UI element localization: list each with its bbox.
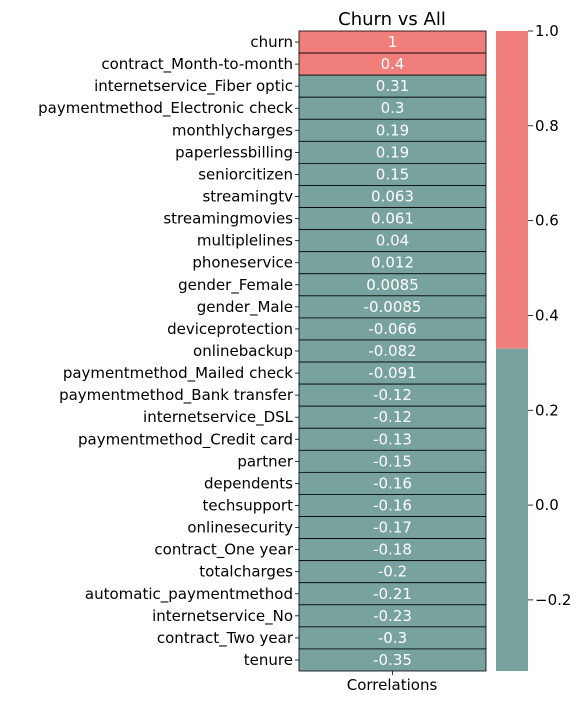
- cell-value-label: -0.17: [373, 519, 412, 537]
- colorbar-tick-label: −0.2: [535, 591, 571, 609]
- cell-value-label: -0.13: [373, 430, 412, 448]
- colorbar-tick-label: 0.0: [535, 496, 559, 514]
- colorbar-tick-label: 0.6: [535, 212, 559, 230]
- cell-value-label: 0.063: [371, 188, 414, 206]
- cell-value-label: -0.21: [373, 585, 412, 603]
- cell-value-label: -0.091: [368, 364, 416, 382]
- cell-value-label: -0.23: [373, 607, 412, 625]
- row-label: paymentmethod_Credit card: [78, 430, 293, 449]
- row-label: monthlycharges: [172, 121, 293, 139]
- colorbar-tick-label: 1.0: [535, 22, 559, 40]
- cell-value-label: 0.4: [381, 55, 405, 73]
- cell-value-label: 1: [388, 33, 398, 51]
- row-label: streamingmovies: [163, 210, 293, 228]
- cell-value-label: -0.12: [373, 386, 412, 404]
- cell-value-label: 0.15: [376, 165, 409, 183]
- cell-value-label: -0.16: [373, 474, 412, 492]
- row-label: onlinebackup: [193, 342, 293, 360]
- cell-value-label: 0.19: [376, 121, 409, 139]
- cell-value-label: -0.16: [373, 496, 412, 514]
- row-label: gender_Male: [197, 298, 293, 317]
- colorbar-upper-band: [496, 31, 528, 349]
- cell-value-label: 0.19: [376, 143, 409, 161]
- chart-title: Churn vs All: [338, 9, 446, 30]
- cell-value-label: -0.12: [373, 408, 412, 426]
- cell-value-label: -0.0085: [364, 298, 422, 316]
- cell-value-label: -0.066: [368, 320, 416, 338]
- x-tick-label: Correlations: [347, 676, 438, 694]
- cell-value-label: -0.2: [378, 563, 407, 581]
- colorbar: −0.2 0.0 0.2 0.4 0.6 0.8 1.0: [496, 22, 571, 671]
- row-label: contract_One year: [154, 541, 293, 560]
- row-label: totalcharges: [199, 563, 293, 581]
- row-label: paperlessbilling: [175, 143, 293, 161]
- cell-value-label: 0.0085: [366, 276, 419, 294]
- row-label: partner: [237, 452, 293, 470]
- cell-value-label: -0.35: [373, 651, 412, 669]
- row-label: techsupport: [203, 496, 294, 514]
- row-label: paymentmethod_Mailed check: [63, 364, 293, 383]
- row-label: paymentmethod_Bank transfer: [59, 386, 294, 405]
- row-labels: churn contract_Month-to-month internetserv…: [38, 33, 299, 669]
- cell-value-label: -0.082: [368, 342, 416, 360]
- row-label: streamingtv: [202, 188, 293, 206]
- row-label: multiplelines: [197, 232, 293, 250]
- cell-value-label: 0.31: [376, 77, 409, 95]
- colorbar-tick-label: 0.8: [535, 117, 559, 135]
- row-label: onlinesecurity: [187, 519, 293, 537]
- colorbar-tick-label: 0.4: [535, 306, 559, 324]
- cell-value-label: 0.012: [371, 254, 414, 272]
- row-label: deviceprotection: [167, 320, 293, 338]
- colorbar-lower-band: [496, 348, 528, 671]
- row-label: seniorcitizen: [198, 165, 293, 183]
- cell-value-label: 0.3: [381, 99, 405, 117]
- row-label: contract_Month-to-month: [101, 55, 293, 74]
- row-label: internetservice_No: [152, 607, 293, 626]
- colorbar-tick-label: 0.2: [535, 401, 559, 419]
- cell-value-label: -0.15: [373, 452, 412, 470]
- row-label: internetservice_DSL: [143, 408, 294, 427]
- cell-value-label: -0.18: [373, 541, 412, 559]
- row-label: gender_Female: [178, 276, 293, 295]
- row-label: tenure: [244, 651, 293, 669]
- row-label: contract_Two year: [157, 629, 294, 648]
- row-label: paymentmethod_Electronic check: [38, 99, 293, 118]
- cell-value-label: 0.061: [371, 210, 414, 228]
- row-label: phoneservice: [192, 254, 293, 272]
- cell-value-label: 0.04: [376, 232, 409, 250]
- row-label: churn: [250, 33, 293, 51]
- cell-annotations: 1 0.4 0.31 0.3 0.19 0.19 0.15 0.063 0.061 0.04 0.0…: [364, 33, 422, 669]
- cell-value-label: -0.3: [378, 629, 407, 647]
- row-label: dependents: [204, 474, 293, 492]
- row-label: internetservice_Fiber optic: [94, 77, 293, 96]
- row-label: automatic_paymentmethod: [85, 585, 293, 604]
